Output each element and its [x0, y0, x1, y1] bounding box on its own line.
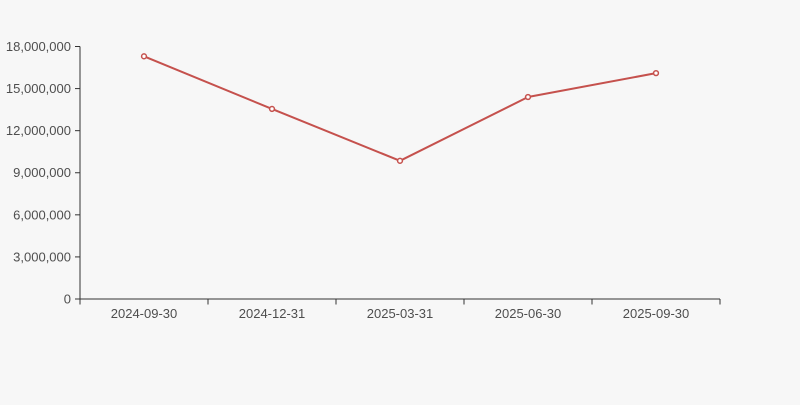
data-point-marker[interactable] — [396, 157, 404, 164]
y-axis-tick-label: 9,000,000 — [13, 165, 71, 180]
y-axis: 0 3,000,000 6,000,000 9,000,000 12,000,000 15… — [6, 39, 81, 306]
y-axis-tick-label: 18,000,000 — [6, 39, 71, 54]
data-point-marker[interactable] — [268, 105, 276, 113]
data-point-marker[interactable] — [524, 93, 532, 101]
x-axis-category-label: 2025-06-30 — [495, 306, 562, 321]
series-line — [143, 55, 657, 162]
x-axis-category-label: 2024-09-30 — [111, 306, 178, 321]
y-axis-tick-label: 15,000,000 — [6, 81, 71, 96]
data-point-marker[interactable] — [652, 70, 660, 77]
y-axis-tick-label: 0 — [64, 291, 71, 306]
y-axis-tick-label: 3,000,000 — [13, 249, 71, 264]
data-point-marker[interactable] — [140, 53, 148, 60]
x-axis: 2024-09-30 2024-12-31 2025-03-31 2025-06-30… — [79, 298, 721, 321]
y-axis-tick-label: 12,000,000 — [6, 123, 71, 138]
y-axis-tick-label: 6,000,000 — [13, 207, 71, 222]
x-axis-category-label: 2024-12-31 — [239, 306, 306, 321]
series-group — [140, 53, 660, 164]
x-axis-category-label: 2025-03-31 — [367, 306, 434, 321]
x-axis-category-label: 2025-09-30 — [623, 306, 690, 321]
